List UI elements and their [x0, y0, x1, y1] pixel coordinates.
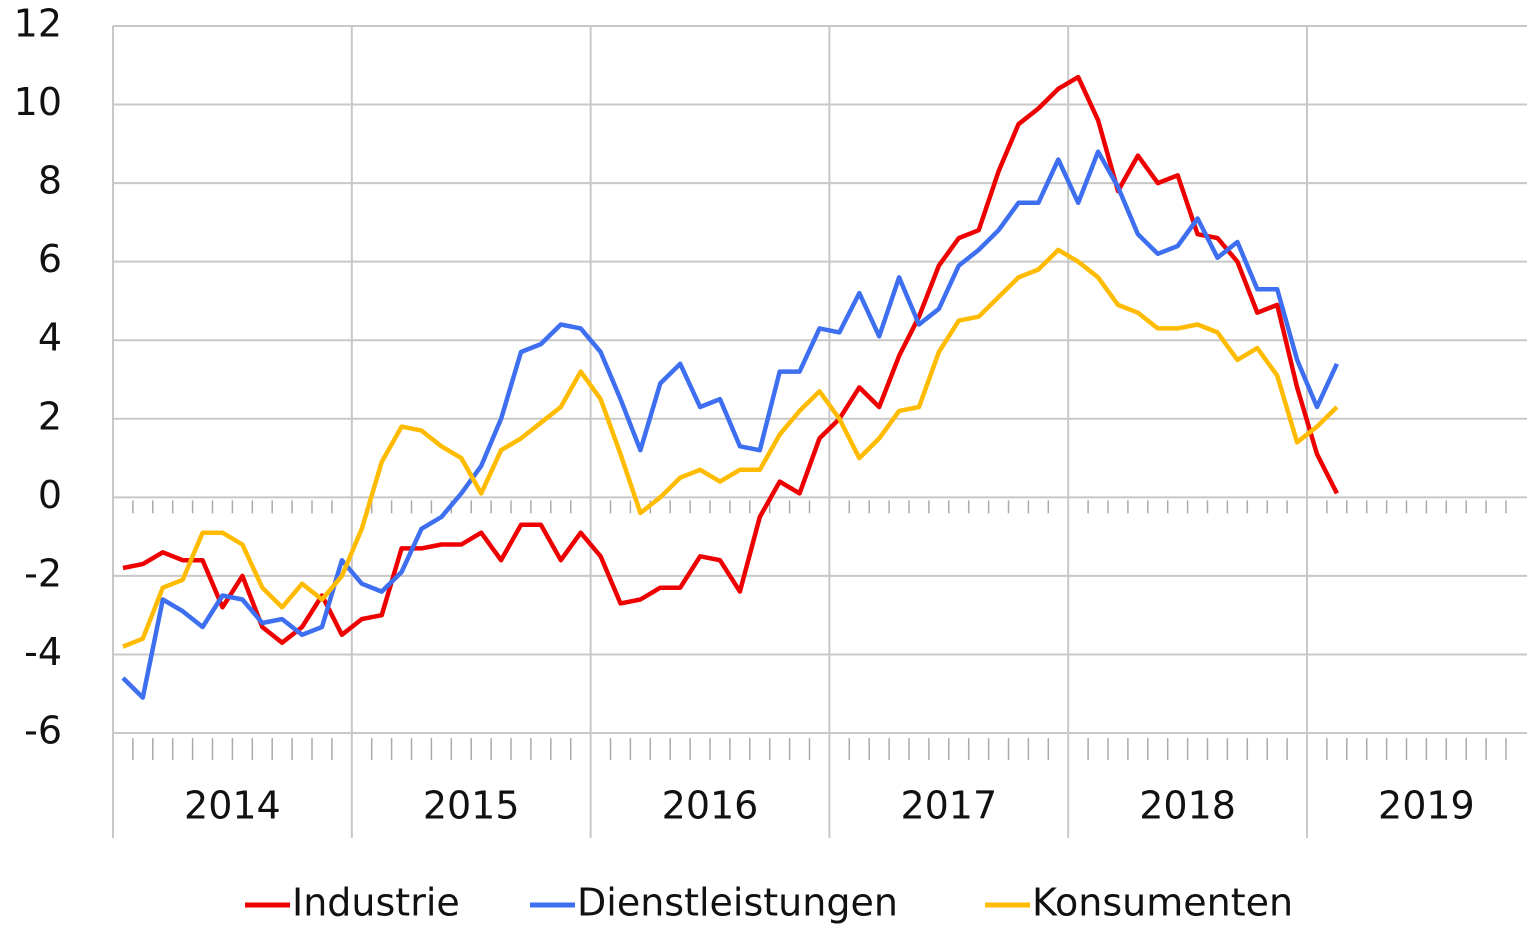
y-tick-label: -4 — [24, 630, 62, 674]
y-tick-label: 12 — [14, 2, 62, 46]
x-tick-label: 2019 — [1378, 784, 1475, 828]
legend-label: Konsumenten — [1032, 881, 1293, 925]
x-tick-label: 2016 — [662, 784, 759, 828]
series-line — [122, 247, 1339, 649]
x-tick-label: 2015 — [423, 784, 520, 828]
y-tick-label: 2 — [38, 394, 62, 438]
y-tick-label: -6 — [24, 709, 62, 753]
legend-label: Dienstleistungen — [577, 881, 898, 925]
series-line — [121, 149, 1339, 700]
legend-label: Industrie — [292, 881, 460, 925]
y-tick-label: -2 — [24, 551, 62, 595]
y-tick-label: 6 — [38, 237, 62, 281]
y-tick-label: 8 — [38, 159, 62, 203]
series-line — [122, 74, 1339, 645]
x-tick-label: 2014 — [184, 784, 281, 828]
y-tick-label: 0 — [38, 473, 62, 517]
y-tick-label: 4 — [38, 316, 62, 360]
x-tick-label: 2017 — [900, 784, 997, 828]
y-tick-label: 10 — [14, 80, 62, 124]
x-tick-label: 2018 — [1139, 784, 1236, 828]
